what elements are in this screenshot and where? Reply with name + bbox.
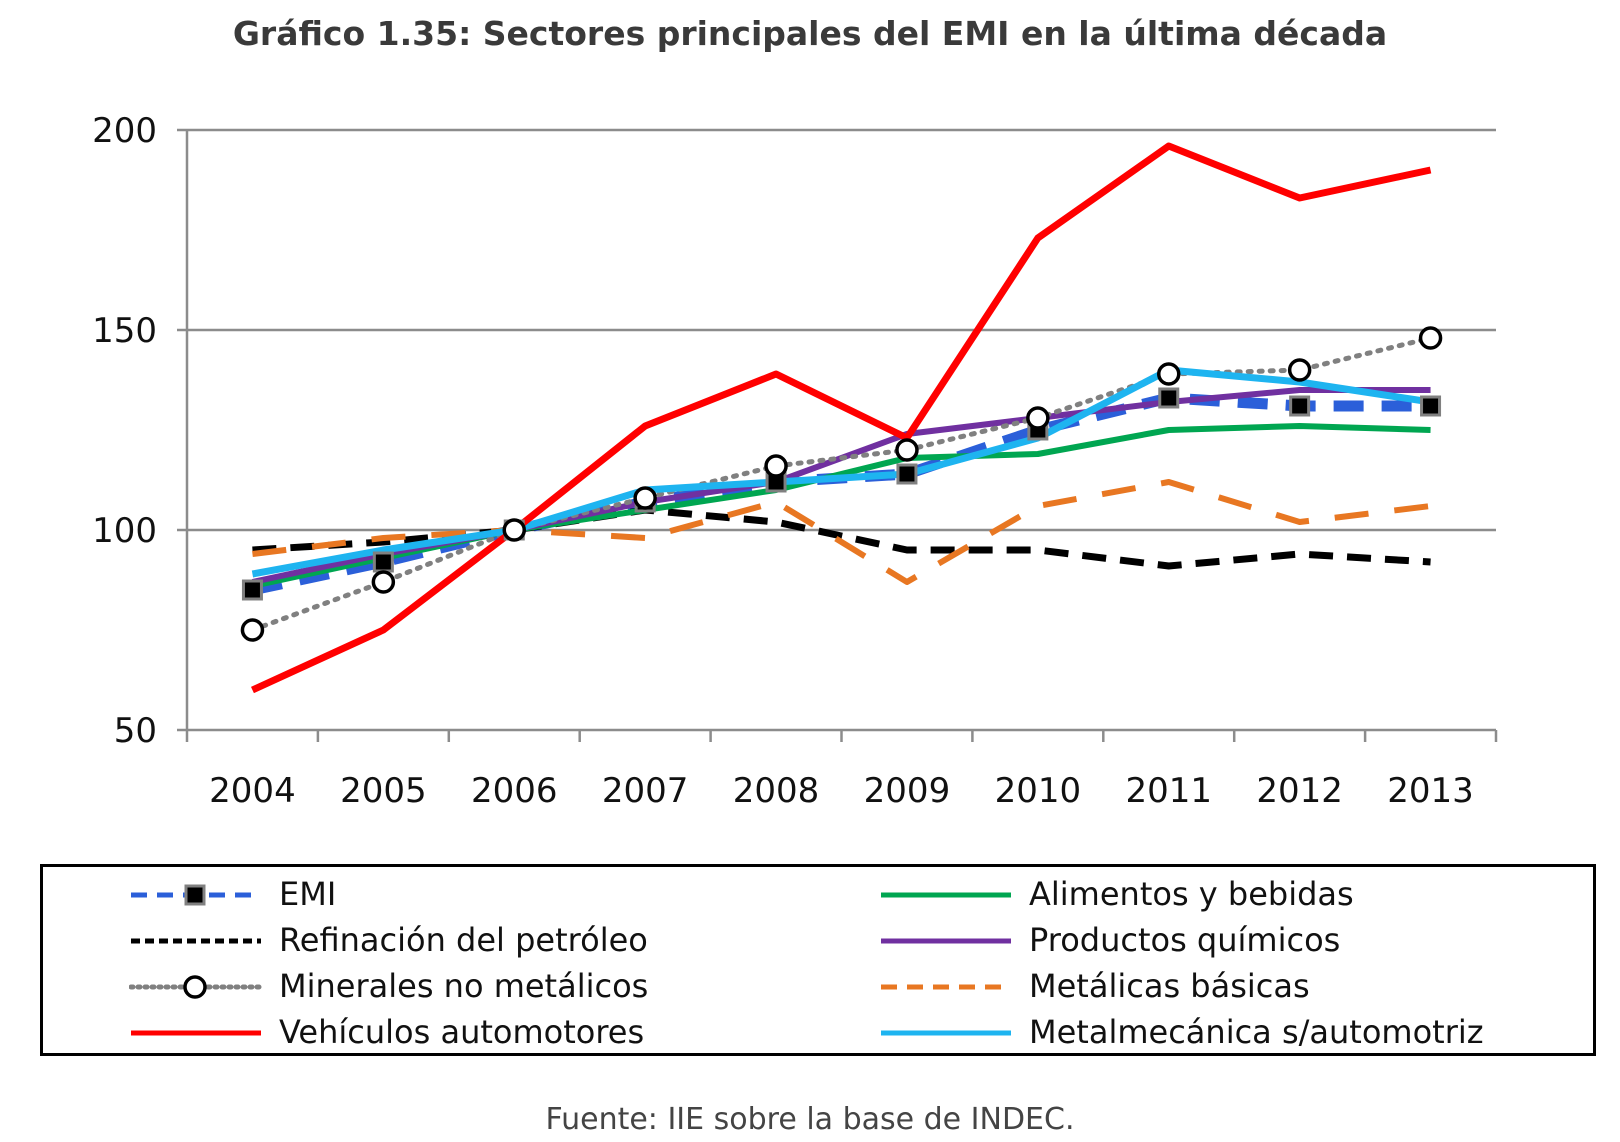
x-tick-label: 2006 [471,771,558,811]
legend-swatch [129,975,264,999]
minerales-marker [633,486,657,510]
chart-title: Gráfico 1.35: Sectores principales del E… [232,14,1388,53]
axes [177,128,1498,742]
legend-label: Refinación del petróleo [279,921,648,959]
legend-swatch [131,1030,261,1036]
emi-marker [241,579,263,601]
x-tick-label: 2008 [733,771,820,811]
series-lines [249,142,1434,694]
legend-swatch [131,884,261,906]
legend-item-alimentos-y-bebidas: Alimentos y bebidas [879,873,1579,917]
legend-marker [184,884,206,906]
x-tick-label: 2007 [602,771,689,811]
emi-marker [1158,387,1180,409]
emi-marker [896,463,918,485]
series-line-minerales-no-metalicos [249,335,1434,633]
x-tick-label: 2005 [340,771,427,811]
gridlines [187,128,1496,532]
emi-marker [1420,395,1442,417]
legend-item-vehiculos-automotores: Vehículos automotores [129,1011,829,1055]
series-line-metalicas-basicas [252,479,1431,585]
x-tick-label: 2013 [1387,771,1474,811]
legend-label: Metalmecánica s/automotriz [1029,1013,1484,1051]
legend: EMI Refinación del petróleo Minerales no m… [40,864,1596,1056]
minerales-marker [764,454,788,478]
legend-label: EMI [279,875,337,913]
series-line-vehiculos-automotores [250,142,1432,694]
legend-marker [183,975,207,999]
series-markers [240,326,1443,642]
legend-item-metalmecanica-s-automotriz: Metalmecánica s/automotriz [879,1011,1579,1055]
y-tick-label: 150 [92,311,157,351]
minerales-marker [1157,362,1181,386]
legend-item-productos-quimicos: Productos químicos [879,919,1579,963]
minerales-marker [1026,406,1050,430]
legend-swatch [881,938,1011,944]
minerales-marker [240,618,265,642]
legend-label: Alimentos y bebidas [1029,875,1354,913]
series-line-refinacion-del-petroleo [252,506,1431,570]
minerales-marker [895,438,919,462]
legend-item-minerales-no-metalicos: Minerales no metálicos [129,965,829,1009]
source-note: Fuente: IIE sobre la base de INDEC. [545,1102,1075,1137]
legend-item-emi: EMI [129,873,829,917]
emi-marker [372,551,394,573]
legend-label: Minerales no metálicos [279,967,649,1005]
minerales-marker [1287,358,1312,382]
x-tick-label: 2004 [209,771,296,811]
tick-labels: 50 100 150 200 2004 2005 2006 2007 2008 2009 2010 2… [92,111,1474,811]
series-line-metalmecanica-s-automotriz [251,366,1432,578]
legend-swatch [881,1030,1011,1036]
minerales-marker [371,570,396,594]
x-tick-label: 2012 [1256,771,1343,811]
legend-label: Vehículos automotores [279,1013,645,1051]
legend-item-metalicas-basicas: Metálicas básicas [879,965,1579,1009]
legend-item-refinacion-del-petroleo: Refinación del petróleo [129,919,829,963]
minerales-marker [1418,326,1443,350]
legend-label: Productos químicos [1029,921,1341,959]
series-line-productos-quimicos [251,387,1431,585]
x-tick-label: 2011 [1125,771,1212,811]
y-tick-label: 50 [114,711,157,751]
line-chart: 50 100 150 200 2004 2005 2006 2007 2008 2009 2010 2… [92,111,1498,811]
legend-swatch [131,938,261,944]
legend-label: Metálicas básicas [1029,967,1310,1005]
minerales-marker [502,518,526,542]
y-tick-label: 200 [92,111,157,151]
x-tick-label: 2009 [864,771,951,811]
y-tick-label: 100 [92,511,157,551]
legend-swatch [881,892,1011,898]
x-tick-label: 2010 [995,771,1082,811]
legend-swatch [881,984,1011,990]
emi-marker [1289,395,1311,417]
